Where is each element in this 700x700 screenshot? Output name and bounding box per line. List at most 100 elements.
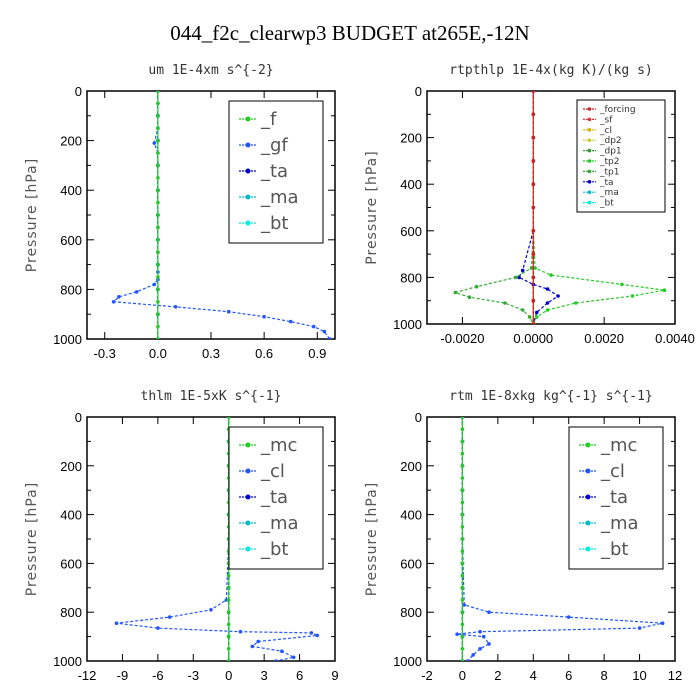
data-point: [156, 275, 160, 279]
data-point: [156, 213, 160, 217]
x-tick-label: 0.9: [308, 346, 326, 361]
y-tick-label: 600: [400, 556, 422, 571]
data-point: [226, 573, 231, 578]
data-point: [156, 287, 160, 292]
series-tp1: [453, 91, 536, 324]
data-point: [226, 598, 231, 602]
x-tick-label: -9: [117, 668, 129, 683]
y-axis-label: Pressure [hPa]: [364, 482, 380, 596]
legend-box: [568, 426, 664, 570]
legend-marker: [245, 468, 251, 474]
series-line: [112, 91, 331, 339]
x-tick-label: 2: [494, 668, 501, 683]
data-point: [531, 252, 536, 256]
data-point: [156, 200, 160, 205]
data-point: [460, 451, 465, 456]
x-tick-label: 0.0: [149, 346, 167, 361]
x-tick-label: 6: [565, 668, 572, 683]
data-point: [156, 151, 160, 155]
legend-entry-f: _f: [260, 109, 277, 130]
data-point: [545, 301, 550, 305]
data-point: [474, 284, 479, 289]
y-tick-label: 400: [400, 177, 422, 192]
legend-marker: [585, 520, 591, 526]
legend-marker: [587, 117, 592, 122]
data-point: [152, 282, 157, 287]
legend-entry-mc: _mc: [600, 435, 637, 456]
legend-entry-bt: _bt: [260, 539, 288, 560]
data-point: [280, 649, 284, 653]
data-point: [556, 294, 560, 298]
series-mc: [460, 417, 465, 661]
data-point: [465, 659, 470, 661]
x-tick-label: 3: [261, 668, 268, 683]
legend-entry-tp2: _tp2: [599, 157, 619, 167]
data-point: [630, 294, 635, 298]
legend-marker: [585, 494, 591, 500]
data-point: [226, 586, 231, 590]
legend-box: [228, 100, 324, 244]
data-point: [262, 314, 266, 319]
data-point: [156, 91, 160, 93]
y-tick-label: 200: [60, 459, 82, 474]
data-point: [535, 315, 539, 319]
legend-entry-bt: _bt: [600, 539, 628, 560]
data-point: [531, 205, 536, 210]
y-tick-label: 600: [60, 556, 82, 571]
x-tick-label: 6: [296, 668, 303, 683]
y-tick-label: 200: [400, 131, 422, 146]
data-point: [531, 298, 536, 303]
data-point: [114, 621, 119, 625]
data-point: [156, 337, 160, 339]
y-tick-label: 1000: [53, 332, 82, 347]
data-point: [460, 634, 465, 639]
data-point: [478, 629, 482, 634]
legend-marker: [585, 468, 591, 474]
data-point: [460, 622, 465, 627]
y-tick-label: 400: [60, 508, 82, 523]
legend-entry-gf: _gf: [260, 135, 288, 156]
data-point: [156, 126, 160, 130]
data-point: [134, 290, 139, 294]
data-point: [309, 631, 314, 635]
data-point: [460, 561, 465, 566]
y-axis-label: Pressure [hPa]: [364, 150, 380, 264]
data-point: [460, 598, 465, 602]
legend-marker: [245, 168, 251, 174]
data-point: [156, 300, 160, 304]
figure-title: 044_f2c_clearwp3 BUDGET at265E,-12N: [170, 21, 529, 45]
legend-entry-ma: _ma: [260, 513, 299, 534]
x-tick-label: -0.3: [94, 346, 116, 361]
series-line: [453, 91, 534, 324]
x-tick-label: 0: [459, 668, 466, 683]
data-point: [117, 295, 121, 299]
data-point: [535, 310, 539, 315]
legend-entry-bt: _bt: [260, 213, 288, 234]
data-point: [111, 300, 116, 304]
legend-entry-cl: _cl: [260, 461, 285, 482]
series-ta: [517, 91, 560, 324]
data-point: [256, 639, 261, 644]
legend-entry-ma: _ma: [599, 188, 619, 198]
data-point: [620, 282, 624, 287]
data-point: [503, 301, 507, 305]
x-tick-label: 0.6: [255, 346, 273, 361]
data-point: [637, 626, 642, 630]
data-point: [453, 290, 458, 295]
data-point: [156, 250, 160, 254]
y-tick-label: 200: [400, 459, 422, 474]
y-tick-label: 800: [400, 605, 422, 620]
y-axis-label: Pressure [hPa]: [24, 158, 40, 272]
legend-entry-ma: _ma: [600, 513, 639, 534]
data-point: [156, 188, 160, 192]
data-point: [460, 659, 465, 661]
data-point: [520, 308, 525, 312]
legend-marker: [245, 546, 251, 552]
legend-entry-forcing: _forcing: [599, 105, 636, 115]
data-point: [545, 287, 550, 291]
data-point: [460, 537, 465, 541]
data-point: [460, 464, 465, 468]
legend-marker: [587, 107, 592, 111]
x-tick-label: -2: [421, 668, 433, 683]
